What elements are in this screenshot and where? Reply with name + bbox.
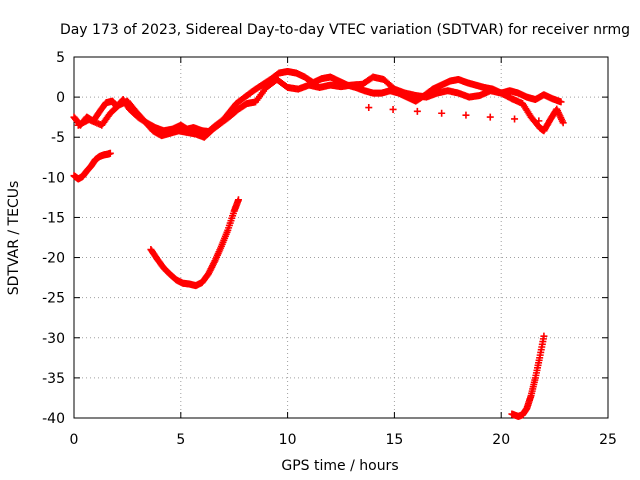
y-tick-label: -30: [42, 331, 65, 347]
x-tick-label: 25: [599, 432, 617, 448]
data-point: [389, 105, 397, 113]
x-tick-label: 0: [70, 432, 79, 448]
x-tick-label: 5: [176, 432, 185, 448]
data-point: [106, 149, 114, 157]
series-trough-segment: [147, 196, 242, 290]
grid: [74, 57, 608, 418]
y-tick-label: -5: [51, 130, 65, 146]
series-early-low-segment: [70, 149, 114, 183]
data-point: [557, 98, 565, 106]
x-tick-label: 15: [385, 432, 403, 448]
x-tick-label: 10: [279, 432, 297, 448]
data-point: [486, 113, 494, 121]
y-tick-label: -25: [42, 291, 65, 307]
data-point: [462, 111, 470, 119]
plot-frame: [73, 56, 609, 419]
x-tick-label: 20: [492, 432, 510, 448]
y-tick-label: -15: [42, 210, 65, 226]
data-point: [438, 109, 446, 117]
data-point: [234, 196, 242, 204]
chart-title: Day 173 of 2023, Sidereal Day-to-day VTE…: [60, 22, 630, 38]
data-point: [559, 119, 567, 127]
data-point: [535, 117, 543, 125]
data-point: [540, 332, 548, 340]
y-tick-label: 0: [56, 90, 65, 106]
data-point: [413, 107, 421, 115]
y-tick-label: -40: [42, 411, 65, 427]
series-late-low-segment: [508, 332, 548, 420]
y-tick-label: -20: [42, 251, 65, 267]
data-points: [70, 67, 567, 420]
series-upper-secondary-band: [74, 73, 567, 141]
y-tick-label: -35: [42, 371, 65, 387]
axis-ticks: 0 5 10 15 20 25 -40 -35 -30 -25 -20 -15 -10 -5 0 5: [42, 50, 617, 448]
data-point: [511, 115, 519, 123]
y-tick-label: -10: [42, 170, 65, 186]
data-point: [365, 104, 373, 112]
y-tick-label: 5: [56, 50, 65, 66]
x-axis-label: GPS time / hours: [281, 458, 398, 474]
y-axis-label: SDTVAR / TECUs: [6, 181, 22, 296]
